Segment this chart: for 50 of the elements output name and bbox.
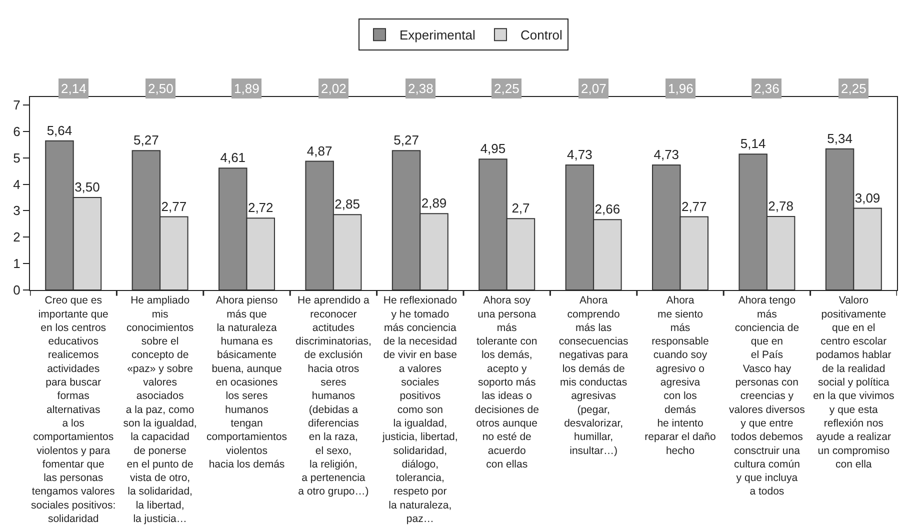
y-tick-label: 4 — [13, 176, 20, 192]
data-label: 3,09 — [854, 190, 880, 206]
category-label: Ahora me siento más responsable cuando soy agresivo o agresiva con los demás he intento reparar el daño hecho — [644, 294, 716, 457]
text: 1,89 — [234, 81, 260, 96]
y-tick-label: 0 — [13, 282, 20, 298]
data-label: 2,7 — [512, 200, 530, 216]
data-label: 4,73 — [654, 146, 680, 162]
data-label: 4,95 — [480, 141, 506, 156]
category-label: He aprendido a reconocer actitudes discriminatorias, de exclusión hacia otros seres humanos (debidas a diferencias en la raza, el sexo, la religión, a pertenencia a otro grupo…) — [296, 294, 372, 498]
data-label: 5,34 — [827, 130, 852, 146]
data-label: 5,27 — [394, 132, 419, 148]
data-label: 2,89 — [421, 196, 447, 211]
text: 2,36 — [754, 81, 780, 96]
category-label: Ahora comprendo más las consecuencias negativas para los demás de mis conductas agresivas (pegar, desvalorizar, humillar, insultar…) — [558, 294, 628, 457]
data-label: 4,73 — [567, 146, 592, 162]
text: 2,02 — [321, 81, 346, 96]
data-label: 4,61 — [220, 150, 246, 166]
data-label: 2,72 — [248, 200, 274, 216]
data-label: 2,85 — [334, 196, 360, 212]
data-label: 3,50 — [74, 179, 100, 194]
data-label: 2,77 — [161, 198, 187, 214]
category-label: Ahora soy una persona más tolerante con los demás, acepto y soporto más las ideas o decisiones de otros aunque no esté de acuerdo con ellas — [474, 294, 539, 470]
data-label: 2,66 — [594, 202, 620, 217]
category-label: Ahora pienso más que la naturaleza humana es básicamente buena, aunque en ocasiones los seres humanos tengan comportamientos violentos hacia los demás — [206, 294, 288, 470]
category-label: Valoro positivamente que en el centro escolar podamos hablar de la realidad social y política en la que vivimos y que esta reflexión nos ayude a realizar un compromiso con ella — [813, 294, 894, 470]
y-tick-label: 2 — [13, 230, 20, 245]
y-tick-label: 6 — [13, 124, 20, 139]
legend-label: Control — [520, 28, 562, 43]
data-label: 5,64 — [46, 122, 72, 138]
text: 2,25 — [494, 81, 520, 96]
category-label: Ahora tengo más conciencia de que en el País Vasco hay personas con creencias y valores diversos y que entre todos debemos consctruir una cultura común y que incluya a todos — [729, 294, 805, 498]
data-label: 5,27 — [134, 132, 159, 148]
text: 2,38 — [408, 81, 434, 96]
y-tick-label: 3 — [13, 203, 20, 218]
y-tick-label: 5 — [13, 150, 20, 166]
data-label: 2,78 — [768, 198, 794, 214]
category-label: Creo que es importante que en los centros educativos realicemos actividades para buscar formas alternativas a los comportamientos violentos y para fomentar que las personas tengamos valores sociales positivos: solidaridad — [31, 294, 116, 525]
text: 1,96 — [668, 81, 694, 96]
data-label: 5,14 — [740, 136, 766, 152]
text: 2,50 — [148, 81, 174, 96]
category-label: He reflexionado y he tomado más conciencia de la necesidad de vivir en base a valores sociales positivos como son la igualdad, justicia, libertad, solidaridad, diálogo, tolerancia, respeto por la naturaleza, paz… — [382, 294, 458, 525]
y-tick-label: 7 — [13, 97, 20, 112]
text: 2,25 — [841, 81, 866, 96]
text: 2,14 — [61, 81, 86, 96]
data-label: 2,77 — [681, 198, 707, 214]
category-label: He ampliado mis conocimientos sobre el concepto de «paz» y sobre valores asociados a la paz, como son la igualdad, la capacidad de ponerse en el punto de vista de otro, la solidaridad, la libertad, la justicia… — [123, 294, 197, 525]
data-label: 4,87 — [306, 143, 332, 158]
text: 2,07 — [581, 81, 606, 96]
legend-label: Experimental — [400, 28, 476, 43]
y-tick-label: 1 — [13, 256, 20, 272]
